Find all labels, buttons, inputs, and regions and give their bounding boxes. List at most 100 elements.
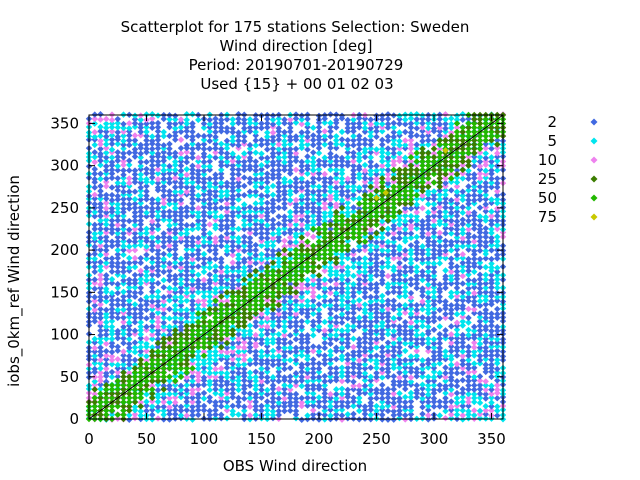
data-point-5 (275, 353, 282, 360)
data-point-2 (453, 364, 461, 372)
data-point-2 (488, 238, 495, 245)
data-point-2 (402, 335, 409, 343)
data-point-5 (172, 285, 179, 293)
data-point-5 (333, 174, 340, 182)
data-point-5 (206, 360, 213, 367)
data-point-5 (390, 217, 397, 225)
data-point-50 (258, 297, 265, 304)
data-point-5 (223, 415, 231, 422)
data-point-10 (327, 192, 334, 200)
data-point-2 (275, 171, 282, 178)
data-point-50 (103, 407, 110, 414)
data-point-5 (131, 361, 139, 368)
data-point-2 (488, 373, 495, 381)
data-point-5 (448, 415, 455, 422)
data-point-5 (212, 208, 219, 215)
data-point-5 (206, 298, 213, 305)
data-point-5 (304, 297, 311, 305)
data-point-5 (246, 145, 254, 152)
data-point-10 (384, 351, 392, 359)
data-point-5 (361, 370, 369, 377)
data-point-2 (160, 157, 167, 165)
data-point-2 (379, 238, 386, 246)
data-point-2 (172, 153, 179, 160)
data-point-2 (143, 407, 150, 415)
data-point-2 (373, 335, 380, 343)
data-point-2 (137, 128, 144, 136)
data-point-50 (183, 369, 190, 376)
data-point-5 (200, 163, 208, 170)
data-point-5 (218, 284, 225, 292)
data-point-25 (137, 360, 144, 368)
data-point-10 (494, 150, 501, 157)
data-point-5 (402, 116, 409, 123)
data-point-2 (275, 247, 282, 254)
data-point-2 (108, 343, 116, 350)
data-point-2 (338, 285, 346, 292)
data-point-2 (373, 318, 380, 325)
data-point-2 (281, 399, 288, 407)
data-point-2 (407, 335, 415, 343)
data-point-2 (425, 255, 432, 262)
data-point-10 (91, 381, 98, 389)
data-point-5 (453, 234, 461, 241)
data-point-2 (103, 154, 110, 161)
data-point-2 (390, 381, 397, 388)
data-point-25 (166, 344, 173, 351)
data-point-2 (442, 332, 449, 339)
data-point-2 (287, 239, 294, 246)
data-point-2 (442, 179, 449, 187)
data-point-2 (321, 115, 328, 122)
data-point-2 (189, 123, 196, 131)
data-point-50 (275, 272, 282, 279)
data-point-5 (338, 364, 346, 371)
data-point-2 (425, 137, 432, 144)
data-point-5 (206, 378, 213, 385)
data-point-5 (419, 331, 426, 338)
data-point-50 (154, 348, 162, 355)
data-point-5 (206, 352, 213, 359)
data-point-10 (471, 368, 478, 375)
data-point-5 (333, 326, 340, 333)
data-point-5 (229, 407, 236, 415)
data-point-5 (436, 360, 443, 367)
data-point-2 (292, 402, 300, 410)
data-point-5 (494, 157, 501, 165)
data-point-2 (396, 250, 403, 258)
data-point-5 (114, 124, 121, 131)
data-point-2 (367, 125, 374, 132)
data-point-2 (430, 353, 438, 360)
data-point-5 (172, 302, 179, 309)
data-point-2 (183, 276, 190, 283)
data-point-2 (379, 353, 386, 360)
data-point-2 (315, 205, 323, 212)
data-point-2 (206, 137, 213, 145)
data-point-2 (367, 377, 374, 384)
data-point-2 (189, 205, 196, 212)
data-point-2 (114, 259, 121, 267)
data-point-10 (97, 301, 104, 308)
data-point-2 (442, 403, 449, 411)
data-point-2 (373, 280, 380, 288)
data-point-10 (407, 374, 415, 381)
data-point-5 (367, 298, 374, 305)
data-point-2 (390, 306, 397, 313)
data-point-2 (212, 246, 219, 254)
data-point-5 (402, 292, 409, 300)
data-point-2 (166, 192, 173, 199)
data-point-5 (131, 221, 139, 229)
data-point-5 (143, 340, 150, 347)
data-point-2 (241, 377, 248, 384)
data-point-5 (379, 234, 386, 241)
data-point-2 (160, 175, 167, 182)
data-point-2 (131, 204, 139, 212)
data-point-2 (218, 382, 225, 389)
data-point-5 (103, 298, 110, 305)
data-point-2 (292, 398, 300, 406)
data-point-2 (195, 217, 202, 224)
data-point-2 (177, 144, 185, 152)
data-point-2 (177, 175, 185, 182)
data-point-5 (350, 132, 357, 140)
data-point-2 (361, 277, 369, 284)
data-point-5 (384, 402, 392, 410)
